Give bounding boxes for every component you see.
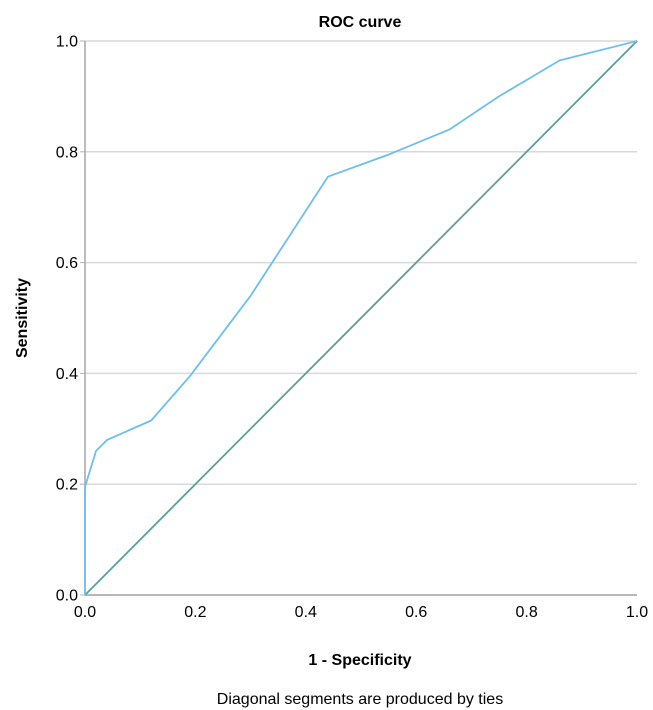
y-tick-label-2: 0.4 xyxy=(56,366,78,383)
x-tick-label-1: 0.2 xyxy=(184,604,206,621)
x-tick-labels: 0.0 0.2 0.4 0.6 0.8 1.0 xyxy=(74,604,648,621)
chart-title: ROC curve xyxy=(319,14,402,31)
y-tick-label-5: 1.0 xyxy=(56,34,78,51)
x-tick-label-4: 0.8 xyxy=(515,604,537,621)
reference-diagonal-line xyxy=(84,40,638,596)
x-tick-label-3: 0.6 xyxy=(405,604,427,621)
y-tick-label-3: 0.6 xyxy=(56,255,78,272)
x-tick-label-2: 0.4 xyxy=(295,604,317,621)
y-tick-label-1: 0.2 xyxy=(56,477,78,494)
series-layer xyxy=(84,40,638,596)
x-axis-title: 1 - Specificity xyxy=(308,652,411,669)
roc-curve-line xyxy=(84,40,638,595)
y-tick-label-4: 0.8 xyxy=(56,144,78,161)
grid-layer xyxy=(80,40,637,596)
y-tick-label-0: 0.0 xyxy=(56,588,78,605)
x-tick-label-5: 1.0 xyxy=(626,604,648,621)
x-tick-label-0: 0.0 xyxy=(74,604,96,621)
footnote: Diagonal segments are produced by ties xyxy=(217,691,503,708)
y-axis-title: Sensitivity xyxy=(14,278,31,358)
y-tick-labels: 0.0 0.2 0.4 0.6 0.8 1.0 xyxy=(56,34,78,605)
